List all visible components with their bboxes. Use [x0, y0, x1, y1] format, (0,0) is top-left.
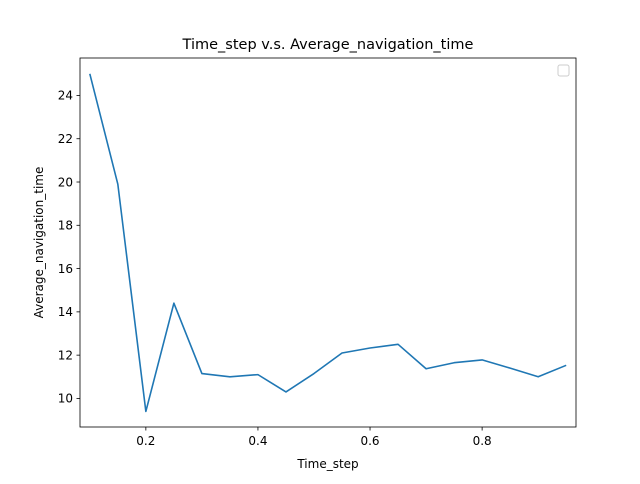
legend-box	[557, 64, 570, 77]
y-tick-label: 24	[58, 89, 73, 103]
x-tick-label: 0.6	[360, 434, 379, 448]
chart-title: Time_step v.s. Average_navigation_time	[182, 37, 474, 53]
y-tick-label: 14	[58, 305, 73, 319]
x-axis-label: Time_step	[296, 457, 358, 471]
y-tick-label: 10	[58, 392, 73, 406]
y-tick-label: 18	[58, 219, 73, 233]
x-tick-label: 0.2	[136, 434, 155, 448]
y-tick-label: 22	[58, 132, 73, 146]
legend	[557, 64, 570, 77]
y-axis-label: Average_navigation_time	[32, 167, 46, 319]
x-axis-ticks: 0.2 0.4 0.6 0.8	[136, 427, 492, 448]
series-line	[89, 73, 567, 413]
y-tick-label: 16	[58, 262, 73, 276]
series-layer	[89, 73, 567, 413]
y-tick-label: 12	[58, 348, 73, 362]
x-tick-label: 0.8	[473, 434, 492, 448]
x-tick-label: 0.4	[248, 434, 267, 448]
y-tick-label: 20	[58, 175, 73, 189]
y-axis-ticks: 10 12 14 16 18 20 22 24	[58, 89, 80, 406]
plot-frame	[79, 57, 577, 428]
plot-area	[80, 58, 576, 427]
